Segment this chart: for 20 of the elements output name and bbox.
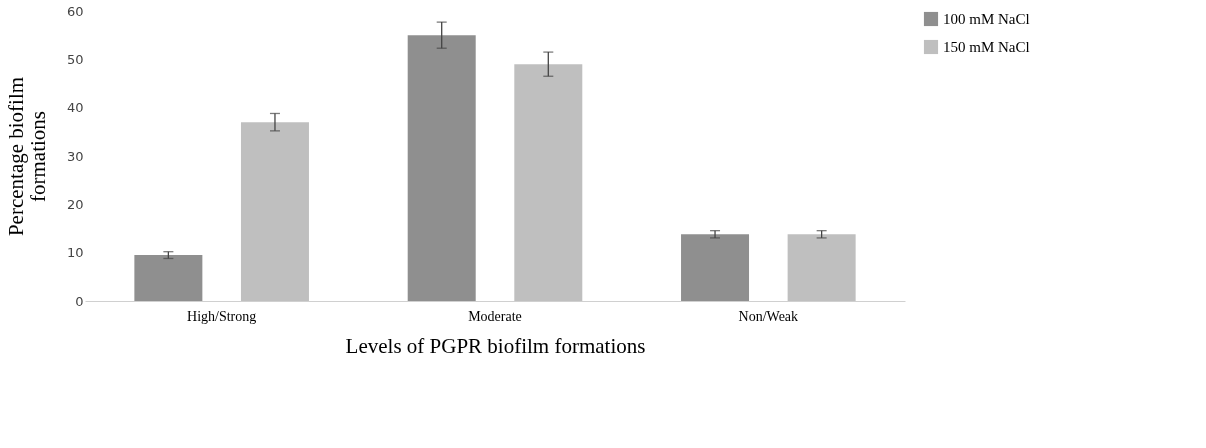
y-axis-title: Percentage biofilm formations xyxy=(3,76,50,237)
y-tick-label: 10 xyxy=(66,245,84,261)
y-tick-label: 60 xyxy=(66,3,84,19)
bar xyxy=(787,234,856,301)
y-tick-label: 30 xyxy=(66,148,84,164)
bar xyxy=(134,255,203,301)
y-tick-label: 0 xyxy=(75,293,84,309)
y-tick-label: 40 xyxy=(66,100,84,116)
x-axis-title: Levels of PGPR biofilm formations xyxy=(345,333,646,358)
bar xyxy=(240,122,309,301)
bar xyxy=(514,64,583,301)
legend-label: 150 mM NaCl xyxy=(943,39,1030,55)
x-tick-label: Non/Weak xyxy=(738,308,799,324)
x-tick-label: High/Strong xyxy=(187,308,257,324)
bar xyxy=(407,35,476,301)
bar xyxy=(681,234,750,301)
x-tick-label: Moderate xyxy=(468,308,522,324)
y-tick-label: 50 xyxy=(66,51,84,67)
y-tick-label: 20 xyxy=(66,196,84,212)
legend-label: 100 mM NaCl xyxy=(943,11,1030,27)
